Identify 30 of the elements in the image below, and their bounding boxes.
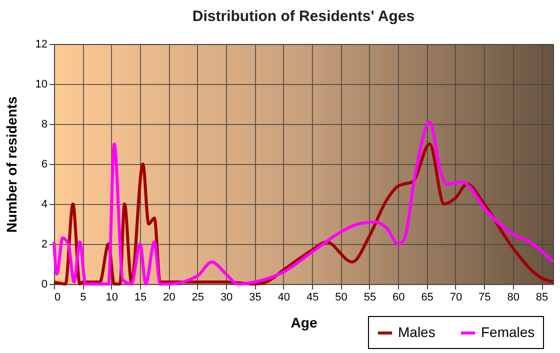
legend-label: Females <box>481 324 535 340</box>
y-tick-label: 2 <box>41 238 48 250</box>
x-tick-label: 55 <box>364 292 376 304</box>
y-tick-label: 0 <box>41 278 48 290</box>
x-tick-label: 65 <box>421 292 434 304</box>
x-tick-label: 10 <box>106 292 118 304</box>
x-tick-label: 60 <box>392 292 405 304</box>
legend-label: Males <box>398 324 436 340</box>
x-tick-label: 70 <box>450 292 462 304</box>
x-tick-label: 85 <box>536 292 548 304</box>
x-tick-label: 35 <box>249 292 262 304</box>
x-tick-label: 75 <box>478 292 491 304</box>
y-tick-label: 6 <box>41 158 48 170</box>
y-tick-label: 8 <box>41 118 48 130</box>
x-tick-label: 50 <box>335 292 348 304</box>
x-tick-label: 15 <box>134 292 147 304</box>
x-axis-title: Age <box>290 314 318 330</box>
x-tick-label: 30 <box>220 292 233 304</box>
x-tick-label: 80 <box>507 292 520 304</box>
y-tick-label: 4 <box>41 198 48 210</box>
x-tick-label: 25 <box>192 292 204 304</box>
x-tick-label: 45 <box>306 292 319 304</box>
x-tick-label: 40 <box>278 292 290 304</box>
y-tick-label: 10 <box>35 78 48 90</box>
y-axis-title: Number of residents <box>3 96 20 233</box>
y-tick-label: 12 <box>35 38 48 50</box>
chart-title: Distribution of Residents' Ages <box>192 8 415 25</box>
x-tick-label: 20 <box>163 292 176 304</box>
x-tick-label: 0 <box>54 292 61 304</box>
x-tick-label: 5 <box>80 292 86 304</box>
